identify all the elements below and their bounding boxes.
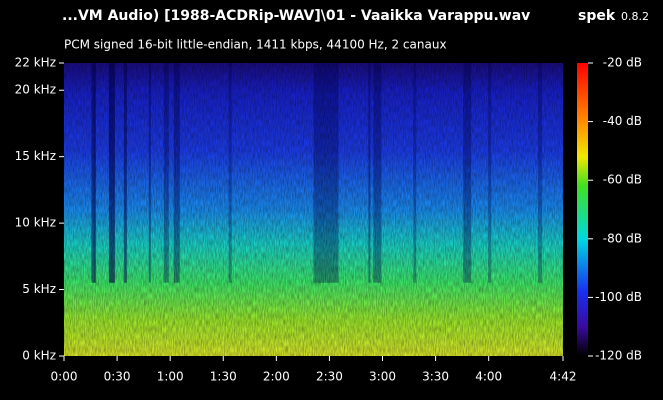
y-tick-label: 20 kHz <box>15 83 56 97</box>
y-tick-label: 10 kHz <box>15 216 56 230</box>
x-tick-label: 2:00 <box>263 370 290 384</box>
color-tick-label: -40 dB <box>603 114 642 128</box>
app-version: 0.8.2 <box>621 10 649 23</box>
color-tick-label: -80 dB <box>603 231 642 245</box>
y-tick-label: 22 kHz <box>15 56 56 70</box>
x-tick-label: 1:00 <box>157 370 184 384</box>
color-tick-label: -20 dB <box>603 56 642 70</box>
audio-info: PCM signed 16-bit little-endian, 1411 kb… <box>64 38 447 52</box>
app-name: spek <box>578 8 616 24</box>
color-tick-label: -100 dB <box>595 290 642 304</box>
x-tick-label: 4:42 <box>550 370 577 384</box>
x-tick-label: 2:30 <box>316 370 343 384</box>
color-tick-label: -60 dB <box>603 173 642 187</box>
x-tick-label: 0:30 <box>104 370 131 384</box>
color-tick-label: -120 dB <box>595 349 642 363</box>
spectrogram <box>64 63 563 356</box>
y-tick-label: 0 kHz <box>22 349 56 363</box>
y-tick-label: 15 kHz <box>15 149 56 163</box>
spectrogram-texture <box>64 63 563 356</box>
x-tick-label: 4:00 <box>475 370 502 384</box>
color-bar <box>577 63 588 356</box>
x-tick-label: 3:00 <box>369 370 396 384</box>
file-title: ...VM Audio) [1988-ACDRip-WAV]\01 - Vaai… <box>62 8 530 24</box>
x-tick-label: 3:30 <box>422 370 449 384</box>
y-tick-label: 5 kHz <box>22 282 56 296</box>
x-tick-label: 0:00 <box>51 370 78 384</box>
x-tick-label: 1:30 <box>210 370 237 384</box>
